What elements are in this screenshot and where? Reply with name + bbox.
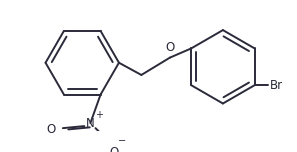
Text: −: −	[118, 136, 126, 146]
Text: Br: Br	[270, 79, 283, 92]
Text: N: N	[86, 117, 95, 130]
Text: O: O	[109, 147, 119, 152]
Text: O: O	[165, 41, 175, 54]
Text: +: +	[95, 110, 103, 120]
Text: O: O	[47, 123, 56, 136]
